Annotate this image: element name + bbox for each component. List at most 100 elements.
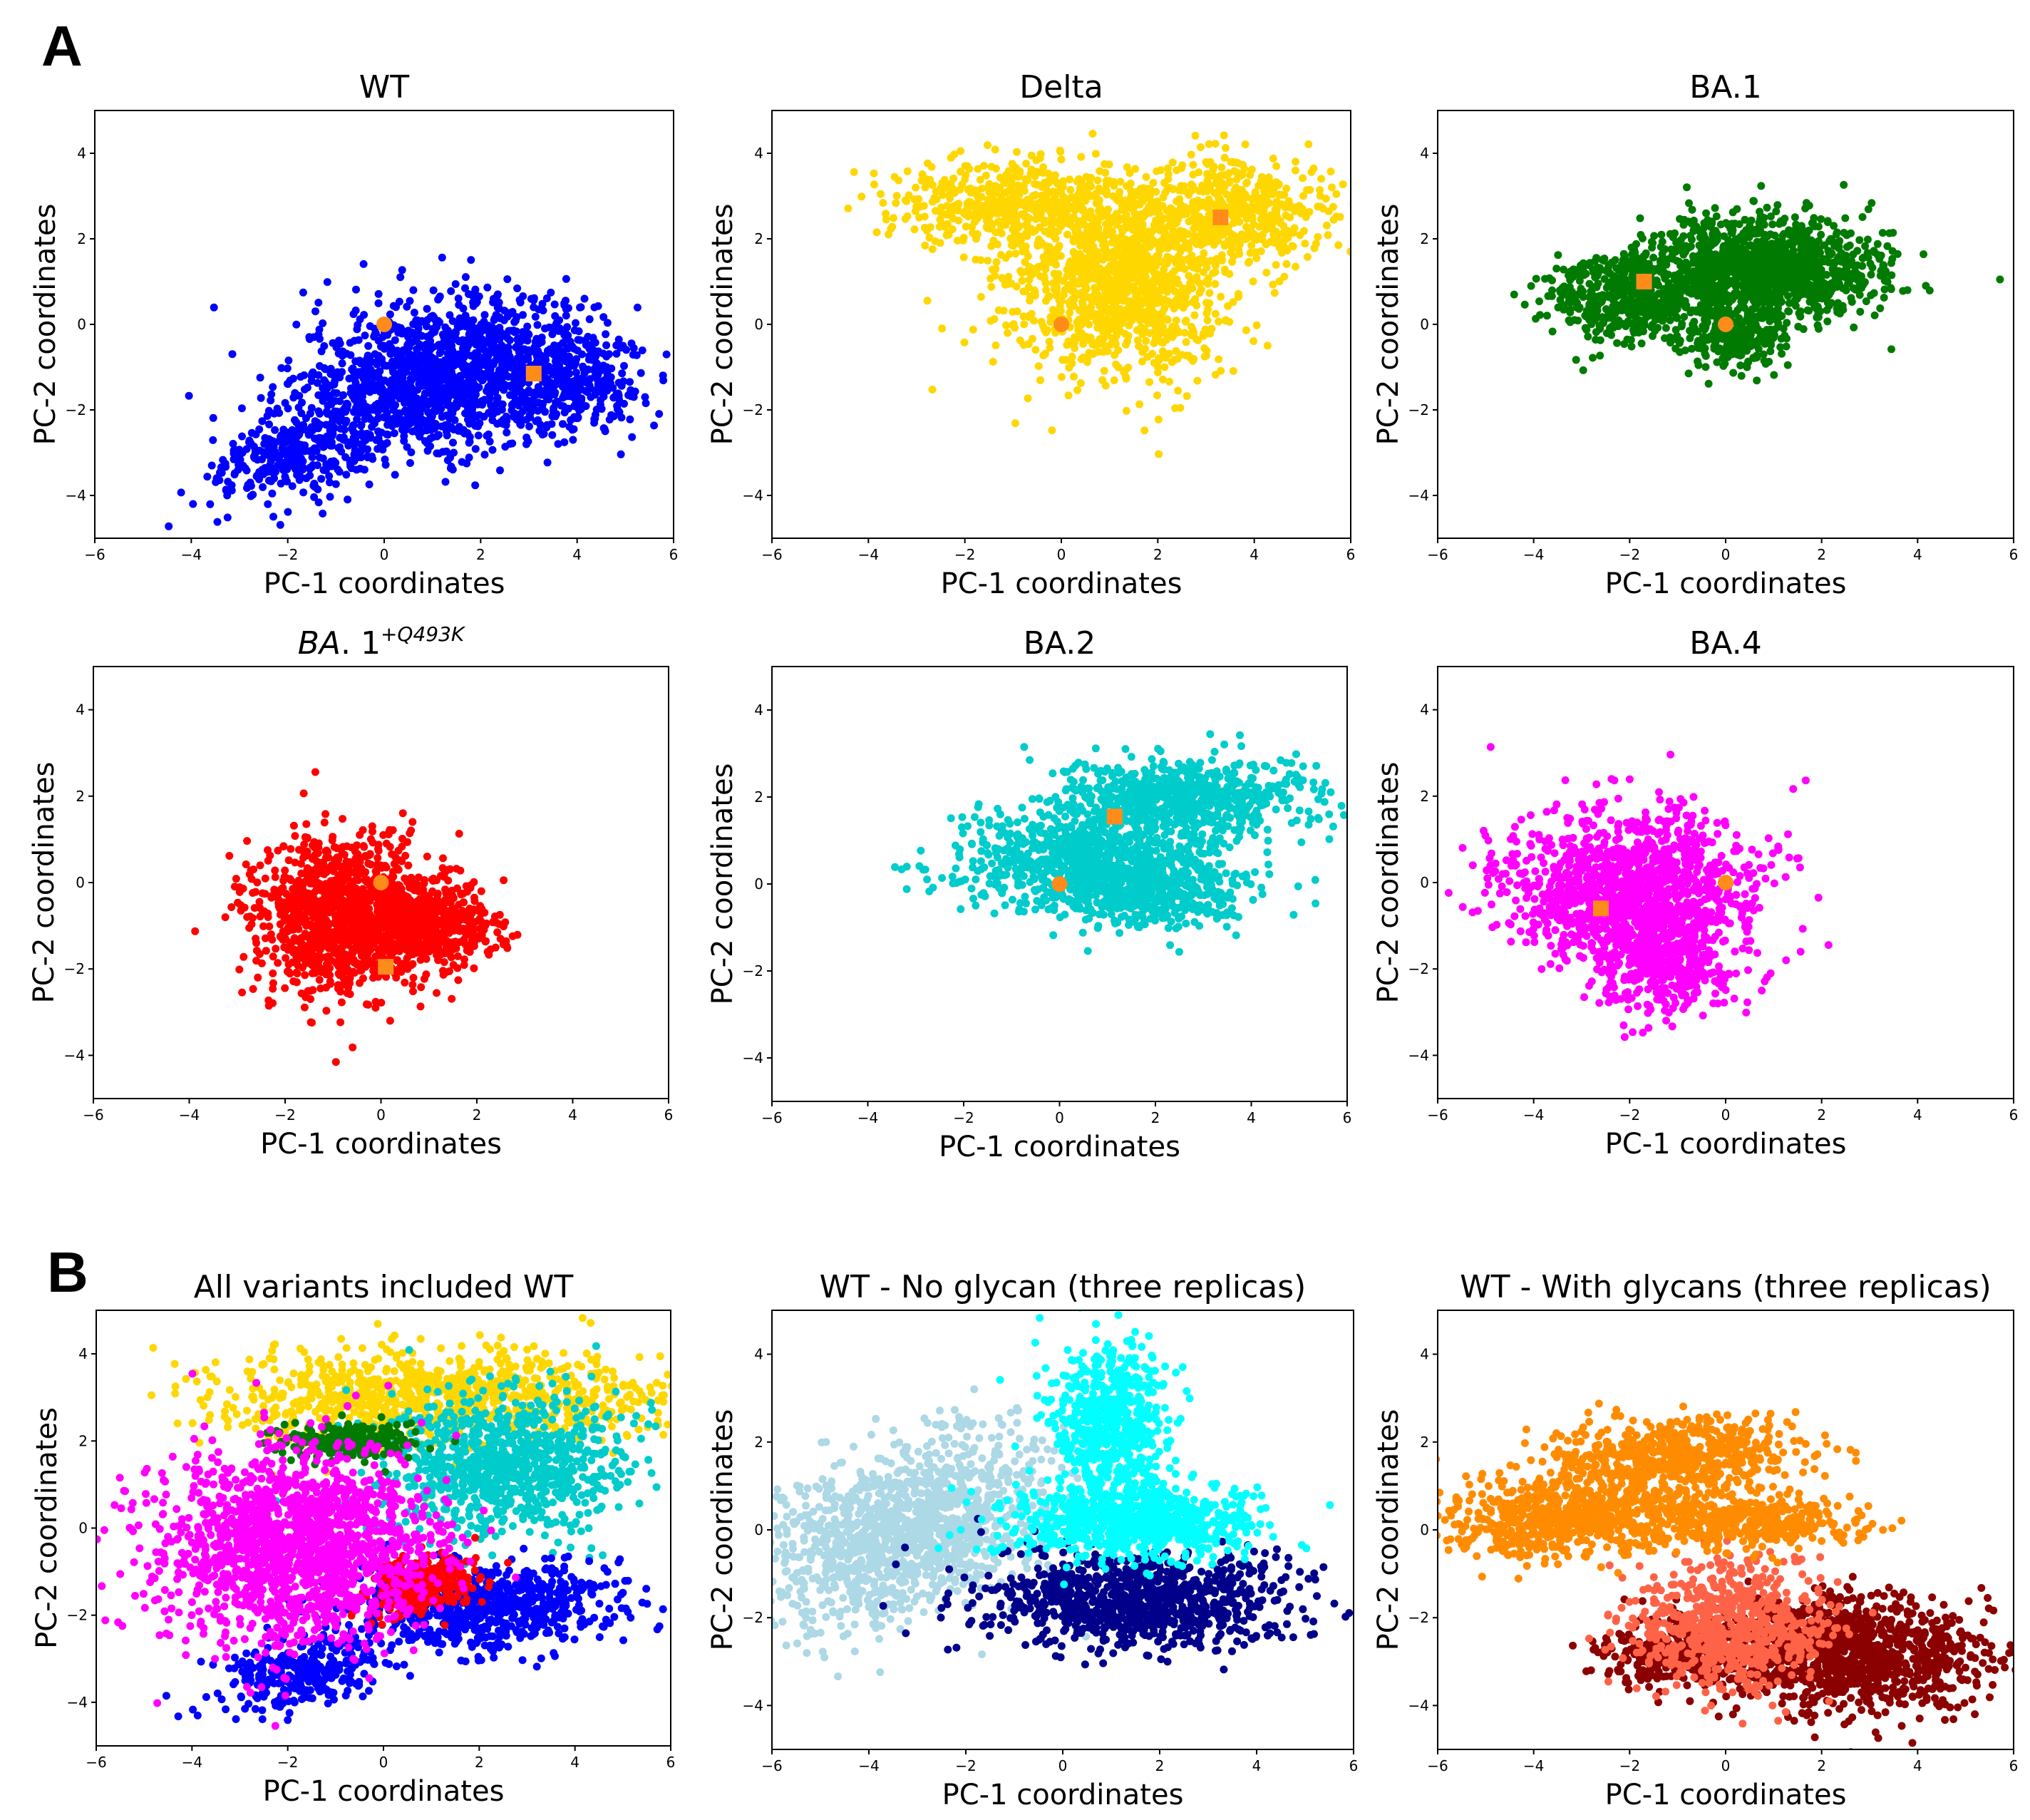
scatter-point (912, 183, 920, 192)
scatter-point (1205, 140, 1213, 148)
scatter-point (523, 322, 532, 331)
scatter-point (470, 337, 478, 345)
scatter-point (1090, 214, 1098, 222)
scatter-point (1316, 186, 1324, 194)
scatter-point (601, 427, 609, 436)
scatter-point (404, 333, 412, 341)
scatter-point (1200, 249, 1208, 257)
scatter-point (221, 459, 230, 468)
scatter-point (614, 335, 623, 344)
scatter-point (1262, 101, 1270, 109)
scatter-point (352, 285, 360, 294)
scatter-point (1122, 340, 1130, 349)
scatter-point (342, 471, 351, 479)
scatter-point (1875, 255, 1884, 263)
scatter-point (1156, 257, 1165, 266)
scatter-point (1137, 323, 1145, 331)
scatter-point (1240, 190, 1249, 199)
scatter-point (1203, 316, 1212, 324)
scatter-point (1133, 302, 1142, 311)
scatter-point (1168, 333, 1177, 341)
scatter-point (1060, 204, 1068, 212)
x-tick-label: 4 (572, 546, 582, 563)
y-tick-label: 4 (754, 145, 763, 162)
scatter-point (461, 273, 470, 282)
scatter-point (1220, 153, 1229, 162)
scatter-point (1031, 226, 1040, 235)
scatter-point (1111, 300, 1120, 309)
scatter-point (281, 399, 289, 407)
scatter-point (203, 473, 212, 481)
scatter-point (470, 381, 479, 390)
scatter-point (1185, 272, 1193, 280)
scatter-point (1195, 168, 1203, 177)
scatter-point (446, 386, 455, 395)
scatter-point (323, 278, 331, 287)
scatter-point (1008, 160, 1016, 168)
scatter-point (1165, 254, 1173, 262)
scatter-point (1155, 226, 1164, 235)
scatter-point (562, 383, 571, 391)
scatter-point (416, 318, 425, 327)
scatter-point (962, 222, 970, 231)
scatter-point (314, 299, 323, 307)
scatter-point (440, 333, 448, 341)
scatter-point (249, 490, 257, 499)
scatter-point (1279, 229, 1287, 237)
scatter-point (1269, 280, 1277, 289)
scatter-point (1199, 331, 1207, 340)
scatter-point (1112, 360, 1120, 369)
scatter-point (1118, 202, 1126, 210)
scatter-point (383, 431, 392, 439)
x-tick-label: −2 (277, 546, 298, 563)
scatter-point (1247, 241, 1256, 250)
scatter-point (1182, 208, 1190, 217)
scatter-point (1299, 192, 1307, 200)
scatter-point (1140, 426, 1149, 435)
scatter-point (493, 420, 502, 428)
scatter-point (1288, 242, 1297, 250)
scatter-point (541, 324, 549, 333)
scatter-point (976, 175, 984, 184)
scatter-point (275, 408, 284, 417)
y-tick-label: 2 (754, 230, 763, 247)
scatter-point (1005, 250, 1014, 258)
scatter-point (920, 223, 929, 232)
scatter-point (386, 393, 394, 401)
scatter-points (165, 253, 671, 530)
scatter-point (638, 346, 646, 354)
scatter-point (1022, 160, 1031, 168)
scatter-point (269, 513, 277, 521)
scatter-point (1182, 338, 1190, 346)
scatter-point (962, 211, 971, 219)
scatter-point (361, 415, 369, 423)
scatter-point (1182, 317, 1190, 325)
scatter-point (1243, 203, 1252, 212)
scatter-point (1107, 250, 1115, 259)
scatter-point (1326, 168, 1335, 176)
scatter-point (1772, 207, 1781, 215)
scatter-point (1068, 352, 1076, 361)
scatter-point (1211, 268, 1220, 276)
scatter-point (591, 339, 599, 347)
scatter-point (1116, 252, 1124, 259)
scatter-point (471, 285, 480, 294)
scatter-point (350, 395, 359, 403)
scatter-point (396, 409, 404, 418)
scatter-point (1180, 329, 1189, 337)
scatter-point (1091, 150, 1100, 158)
scatter-point (1078, 291, 1086, 299)
scatter-point (1088, 130, 1097, 138)
y-tick-label: −4 (743, 487, 763, 504)
scatter-point (991, 182, 999, 190)
scatter-point (1202, 158, 1210, 166)
scatter-point (1332, 190, 1341, 198)
scatter-point (1026, 297, 1034, 305)
scatter-point (1071, 279, 1078, 287)
scatter-point (271, 426, 279, 434)
scatter-point (1153, 197, 1162, 206)
scatter-point (974, 165, 982, 173)
scatter-point (547, 386, 555, 395)
scatter-point (299, 288, 307, 297)
